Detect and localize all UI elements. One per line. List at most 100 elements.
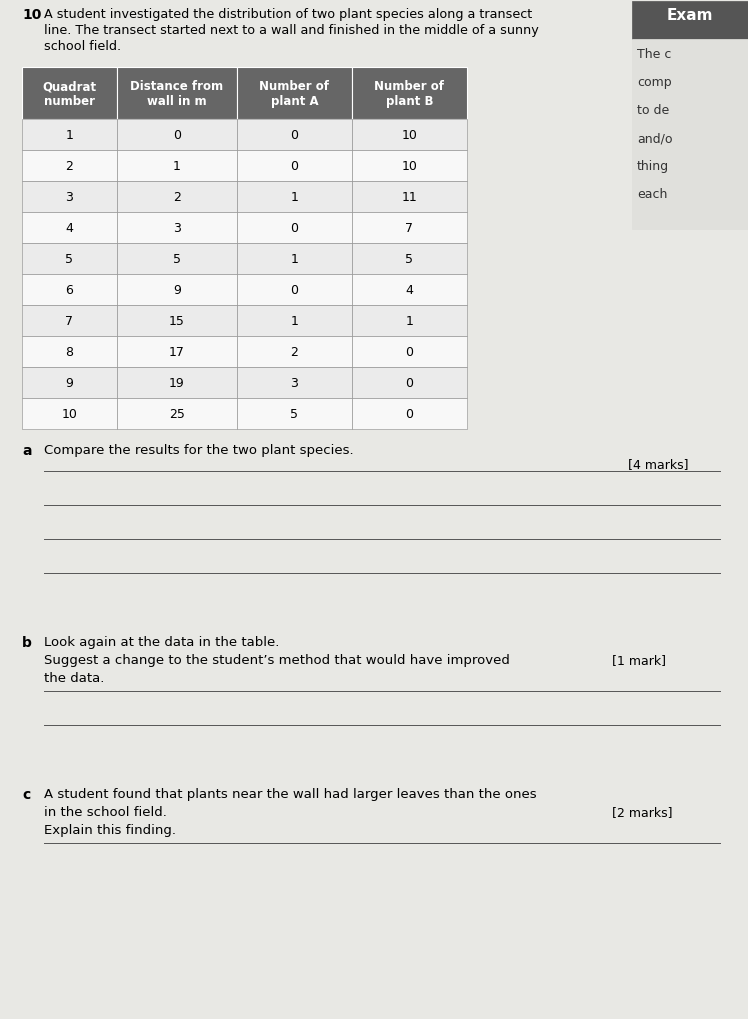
Bar: [352, 398, 467, 430]
Text: each: each: [637, 187, 667, 201]
Text: line. The transect started next to a wall and finished in the middle of a sunny: line. The transect started next to a wal…: [44, 24, 539, 37]
Bar: [117, 244, 237, 275]
Bar: [117, 120, 237, 151]
Bar: [117, 68, 237, 120]
Bar: [237, 120, 352, 151]
Text: A student investigated the distribution of two plant species along a transect: A student investigated the distribution …: [44, 8, 533, 21]
Text: 3: 3: [290, 377, 298, 389]
Bar: [22, 275, 117, 306]
Text: 10: 10: [402, 160, 417, 173]
Bar: [352, 275, 467, 306]
Text: 1: 1: [66, 128, 73, 142]
Text: b: b: [22, 636, 32, 649]
Bar: [352, 68, 467, 120]
Text: 0: 0: [405, 377, 414, 389]
Bar: [352, 244, 467, 275]
Text: 1: 1: [173, 160, 181, 173]
Bar: [117, 181, 237, 213]
Text: 0: 0: [290, 283, 298, 297]
Bar: [22, 306, 117, 336]
Text: 9: 9: [173, 283, 181, 297]
Text: c: c: [22, 788, 30, 801]
Text: 9: 9: [66, 377, 73, 389]
Bar: [117, 398, 237, 430]
Text: 15: 15: [169, 315, 185, 328]
Text: Distance from
wall in m: Distance from wall in m: [130, 79, 224, 108]
Text: in the school field.: in the school field.: [44, 805, 167, 818]
Text: 1: 1: [405, 315, 414, 328]
Bar: [237, 336, 352, 368]
Text: Number of
plant B: Number of plant B: [375, 79, 444, 108]
Bar: [22, 336, 117, 368]
Text: 10: 10: [402, 128, 417, 142]
Bar: [22, 368, 117, 398]
Bar: [352, 151, 467, 181]
Bar: [117, 336, 237, 368]
Bar: [22, 68, 117, 120]
Text: a: a: [22, 443, 31, 458]
Text: 6: 6: [66, 283, 73, 297]
Text: 0: 0: [290, 128, 298, 142]
Bar: [117, 368, 237, 398]
Text: 10: 10: [61, 408, 78, 421]
Text: Compare the results for the two plant species.: Compare the results for the two plant sp…: [44, 443, 354, 457]
Text: 1: 1: [290, 253, 298, 266]
Text: 0: 0: [290, 160, 298, 173]
Text: [2 marks]: [2 marks]: [612, 805, 672, 818]
Bar: [22, 181, 117, 213]
Text: [4 marks]: [4 marks]: [628, 458, 688, 471]
Bar: [352, 181, 467, 213]
Text: to de: to de: [637, 104, 669, 117]
Text: A student found that plants near the wall had larger leaves than the ones: A student found that plants near the wal…: [44, 788, 536, 800]
Bar: [352, 336, 467, 368]
Text: 19: 19: [169, 377, 185, 389]
Text: school field.: school field.: [44, 40, 121, 53]
Bar: [237, 368, 352, 398]
Bar: [237, 244, 352, 275]
Bar: [22, 398, 117, 430]
Bar: [352, 306, 467, 336]
Text: 5: 5: [405, 253, 414, 266]
Bar: [237, 68, 352, 120]
Text: 7: 7: [66, 315, 73, 328]
Bar: [22, 120, 117, 151]
Text: 5: 5: [173, 253, 181, 266]
Text: Number of
plant A: Number of plant A: [260, 79, 330, 108]
Text: 2: 2: [290, 345, 298, 359]
Bar: [237, 181, 352, 213]
Text: 1: 1: [290, 191, 298, 204]
Text: 3: 3: [173, 222, 181, 234]
Text: 4: 4: [66, 222, 73, 234]
Bar: [632, 40, 748, 229]
Bar: [22, 151, 117, 181]
Text: 8: 8: [66, 345, 73, 359]
Bar: [117, 306, 237, 336]
Bar: [117, 151, 237, 181]
Text: 2: 2: [66, 160, 73, 173]
Text: 0: 0: [405, 408, 414, 421]
Bar: [237, 213, 352, 244]
Text: 10: 10: [22, 8, 41, 22]
Bar: [237, 306, 352, 336]
Text: comp: comp: [637, 76, 672, 89]
Bar: [632, 2, 748, 40]
Text: 17: 17: [169, 345, 185, 359]
Text: The c: The c: [637, 48, 672, 61]
Bar: [352, 213, 467, 244]
Text: 3: 3: [66, 191, 73, 204]
Bar: [22, 213, 117, 244]
Text: [1 mark]: [1 mark]: [612, 653, 666, 666]
Text: 11: 11: [402, 191, 417, 204]
Bar: [117, 275, 237, 306]
Text: and/o: and/o: [637, 131, 672, 145]
Text: Explain this finding.: Explain this finding.: [44, 823, 176, 837]
Text: 1: 1: [290, 315, 298, 328]
Bar: [237, 275, 352, 306]
Text: 0: 0: [173, 128, 181, 142]
Bar: [237, 151, 352, 181]
Bar: [237, 398, 352, 430]
Text: thing: thing: [637, 160, 669, 173]
Bar: [22, 244, 117, 275]
Text: Suggest a change to the student’s method that would have improved: Suggest a change to the student’s method…: [44, 653, 510, 666]
Text: 5: 5: [290, 408, 298, 421]
